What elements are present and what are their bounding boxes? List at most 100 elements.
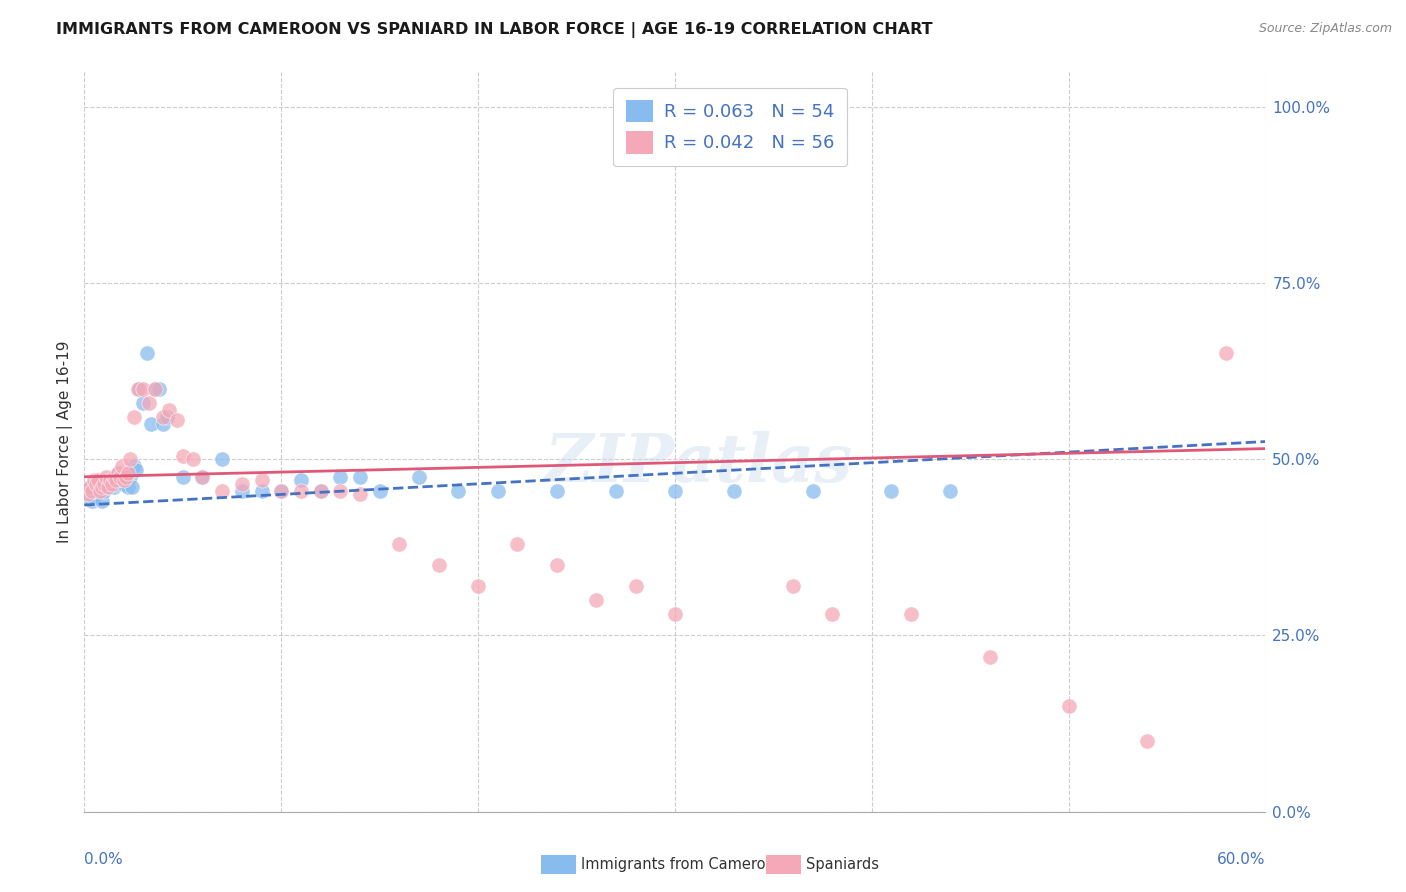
- Point: [467, 579, 489, 593]
- Point: [114, 473, 136, 487]
- Point: [98, 480, 121, 494]
- Point: [1215, 346, 1237, 360]
- Point: [309, 483, 332, 498]
- Point: [290, 473, 312, 487]
- Point: [82, 483, 104, 498]
- Point: [141, 417, 163, 431]
- Point: [1136, 734, 1159, 748]
- Point: [250, 483, 273, 498]
- Point: [546, 483, 568, 498]
- Point: [368, 483, 391, 498]
- Point: [148, 382, 170, 396]
- Point: [231, 483, 253, 498]
- Point: [250, 473, 273, 487]
- Point: [103, 480, 125, 494]
- Text: ZIPatlas: ZIPatlas: [544, 431, 852, 496]
- Point: [93, 476, 115, 491]
- Point: [231, 476, 253, 491]
- Point: [122, 409, 145, 424]
- Point: [136, 346, 159, 360]
- Point: [107, 467, 129, 481]
- Point: [624, 579, 647, 593]
- Point: [132, 396, 155, 410]
- Point: [152, 409, 174, 424]
- Point: [91, 480, 114, 494]
- Point: [506, 537, 529, 551]
- Point: [290, 483, 312, 498]
- Point: [121, 480, 143, 494]
- Point: [94, 473, 117, 487]
- Point: [349, 487, 371, 501]
- Point: [211, 483, 233, 498]
- Point: [91, 494, 114, 508]
- Point: [782, 579, 804, 593]
- Point: [104, 476, 127, 491]
- Point: [124, 463, 146, 477]
- Point: [329, 470, 352, 484]
- Point: [97, 480, 120, 494]
- Point: [84, 476, 107, 491]
- Point: [546, 558, 568, 572]
- Point: [801, 483, 824, 498]
- Point: [108, 470, 131, 484]
- Point: [172, 470, 194, 484]
- Point: [83, 491, 105, 505]
- Point: [89, 480, 111, 494]
- Point: [191, 470, 214, 484]
- Point: [93, 483, 115, 498]
- Text: IMMIGRANTS FROM CAMEROON VS SPANIARD IN LABOR FORCE | AGE 16-19 CORRELATION CHAR: IMMIGRANTS FROM CAMEROON VS SPANIARD IN …: [56, 22, 932, 38]
- Point: [388, 537, 411, 551]
- Point: [156, 409, 179, 424]
- Point: [349, 470, 371, 484]
- Point: [82, 494, 104, 508]
- Text: 0.0%: 0.0%: [84, 853, 124, 867]
- Point: [104, 473, 127, 487]
- Point: [143, 382, 166, 396]
- Point: [84, 483, 107, 498]
- Point: [329, 483, 352, 498]
- Point: [427, 558, 450, 572]
- Point: [157, 402, 180, 417]
- Point: [270, 483, 292, 498]
- Text: Source: ZipAtlas.com: Source: ZipAtlas.com: [1258, 22, 1392, 36]
- Point: [111, 459, 134, 474]
- Point: [112, 476, 135, 491]
- Point: [880, 483, 903, 498]
- Text: Immigrants from Cameroon: Immigrants from Cameroon: [581, 857, 783, 871]
- Point: [939, 483, 962, 498]
- Point: [112, 473, 135, 487]
- Point: [664, 483, 686, 498]
- Point: [127, 382, 149, 396]
- Point: [191, 470, 214, 484]
- Point: [447, 483, 470, 498]
- Point: [132, 382, 155, 396]
- Point: [79, 480, 101, 494]
- Point: [1057, 698, 1080, 713]
- Point: [605, 483, 627, 498]
- Point: [166, 413, 188, 427]
- Point: [664, 607, 686, 622]
- Point: [87, 473, 110, 487]
- Point: [94, 470, 117, 484]
- Point: [77, 487, 100, 501]
- Point: [114, 470, 136, 484]
- Point: [77, 491, 100, 505]
- Point: [152, 417, 174, 431]
- Point: [98, 473, 121, 487]
- Point: [108, 470, 131, 484]
- Point: [122, 459, 145, 474]
- Point: [723, 483, 745, 498]
- Point: [101, 470, 124, 484]
- Point: [128, 382, 150, 396]
- Legend: R = 0.063   N = 54, R = 0.042   N = 56: R = 0.063 N = 54, R = 0.042 N = 56: [613, 87, 846, 166]
- Point: [408, 470, 430, 484]
- Point: [138, 396, 160, 410]
- Text: 60.0%: 60.0%: [1218, 853, 1265, 867]
- Point: [821, 607, 844, 622]
- Point: [118, 470, 141, 484]
- Point: [87, 473, 110, 487]
- Point: [211, 452, 233, 467]
- Text: Spaniards: Spaniards: [806, 857, 879, 871]
- Point: [181, 452, 204, 467]
- Point: [83, 473, 105, 487]
